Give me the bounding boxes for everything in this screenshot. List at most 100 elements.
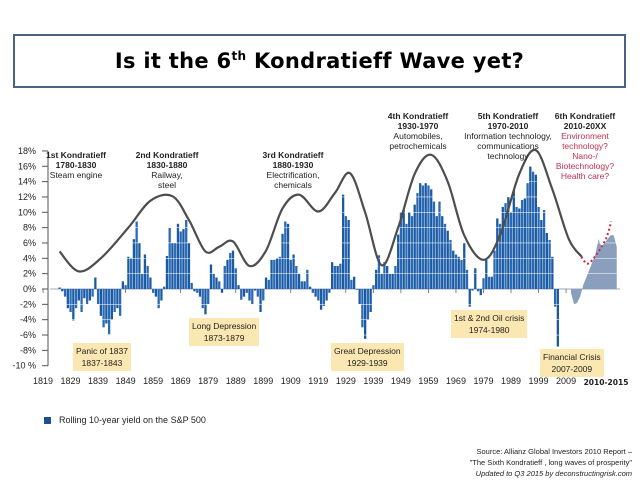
bar-1905 <box>278 256 281 289</box>
bar-1895 <box>251 289 254 305</box>
wave-description: petrochemicals <box>389 141 447 151</box>
bar-1899 <box>262 289 265 301</box>
bar-1867 <box>174 242 177 289</box>
bar-1880 <box>209 264 213 289</box>
wave-annotation-5: 5th Kondratieff 1970-2010 Information tech… <box>464 111 552 161</box>
bar-1944 <box>386 265 389 289</box>
bar-1890 <box>237 285 240 289</box>
x-tick-label: 1979 <box>473 376 493 386</box>
x-tick-label: 1989 <box>501 376 521 386</box>
bar-1850 <box>127 256 130 289</box>
bar-1971 <box>460 259 463 289</box>
y-tick-label: 16% <box>18 161 36 171</box>
bar-1841 <box>102 289 105 328</box>
bar-1874 <box>193 289 196 292</box>
bar-1869 <box>179 231 182 289</box>
bar-1934 <box>358 289 361 305</box>
recent-yield-area <box>571 235 617 305</box>
bar-1835 <box>85 289 89 305</box>
y-tick-label: 18% <box>18 146 36 156</box>
bar-1994 <box>523 198 526 289</box>
wave-description: technology <box>487 151 529 161</box>
bar-1854 <box>138 242 141 289</box>
wave-annotation-3: 3rd Kondratieff 1880-1930 Electrification,… <box>263 150 324 190</box>
bar-1976 <box>474 268 477 289</box>
bar-1861 <box>157 289 160 309</box>
bar-1939 <box>372 285 375 289</box>
bar-1914 <box>303 281 306 289</box>
crisis-panic-1837: Panic of 1837 1837-1843 <box>73 343 131 371</box>
bar-1872 <box>187 242 191 289</box>
wave-name: 3rd Kondratieff <box>262 150 324 160</box>
y-tick-label: 6% <box>23 238 36 248</box>
bar-1864 <box>165 256 169 289</box>
bar-1928 <box>341 194 345 289</box>
bar-1959 <box>427 185 430 289</box>
bar-1949 <box>399 212 403 289</box>
bar-1918 <box>314 289 317 297</box>
x-tick-label: 1949 <box>391 376 411 386</box>
bar-1919 <box>317 289 320 301</box>
bar-2005 <box>553 289 557 307</box>
y-tick-label: 4% <box>23 253 36 263</box>
bar-1866 <box>171 242 174 289</box>
x-tick-label: 1939 <box>363 376 383 386</box>
bar-1876 <box>198 289 202 297</box>
x-tick-label: 1919 <box>308 376 328 386</box>
wave-name: 6th Kondratieff <box>554 111 616 121</box>
bar-1833 <box>80 289 83 313</box>
x-tick-label: 1869 <box>171 376 191 386</box>
bar-2001 <box>542 209 546 289</box>
bar-1940 <box>375 269 378 289</box>
x-tick-label: 1859 <box>143 376 163 386</box>
bar-1945 <box>388 273 392 289</box>
wave-description: Environment <box>561 131 609 141</box>
bar-1898 <box>259 289 262 313</box>
bar-1942 <box>380 273 383 289</box>
y-tick-label: -2% <box>20 299 36 309</box>
bar-1923 <box>328 289 331 293</box>
bar-1871 <box>185 219 188 289</box>
bar-1965 <box>443 223 447 289</box>
bar-1957 <box>421 185 425 289</box>
x-tick-label: 1849 <box>116 376 136 386</box>
wave-description: Electrification, <box>266 170 320 180</box>
wave-description: Steam engine <box>49 170 103 180</box>
bar-1840 <box>99 289 103 316</box>
bar-1884 <box>220 289 224 293</box>
bar-1882 <box>215 277 218 289</box>
wave-description: steel <box>158 180 176 190</box>
crisis-long-depression: Long Depression 1873-1879 <box>189 318 260 346</box>
bar-2000 <box>540 219 543 289</box>
bar-1889 <box>234 268 237 289</box>
x-tick-label: 1959 <box>418 376 438 386</box>
bar-1964 <box>441 216 444 289</box>
bar-1860 <box>154 289 158 297</box>
bar-1991 <box>515 206 518 289</box>
bar-1932 <box>352 276 356 289</box>
bar-1894 <box>248 289 251 301</box>
bar-1941 <box>377 255 381 289</box>
bar-2003 <box>548 239 551 289</box>
bar-1878 <box>204 289 207 315</box>
x-tick-label: 1889 <box>226 376 246 386</box>
wave-description: Health care? <box>560 171 610 181</box>
bar-2004 <box>551 256 554 289</box>
bar-1961 <box>432 201 436 289</box>
bar-1983 <box>493 250 496 289</box>
bar-1967 <box>449 239 452 289</box>
bar-1875 <box>196 289 199 293</box>
bar-1948 <box>397 234 400 289</box>
wave-period: 2010-20XX <box>563 121 607 131</box>
bar-1856 <box>143 254 147 289</box>
bar-1853 <box>135 221 138 289</box>
x-tick-label: 1899 <box>253 376 273 386</box>
wave-description: Biotechnology? <box>555 161 615 171</box>
crisis-financial: Financial Crisis 2007-2009 <box>540 349 604 377</box>
bar-1915 <box>306 269 309 289</box>
bar-1925 <box>333 265 337 289</box>
bar-1881 <box>212 273 215 289</box>
wave-period: 1930-1970 <box>397 121 439 131</box>
bar-1870 <box>182 229 185 289</box>
bar-1834 <box>83 289 86 299</box>
